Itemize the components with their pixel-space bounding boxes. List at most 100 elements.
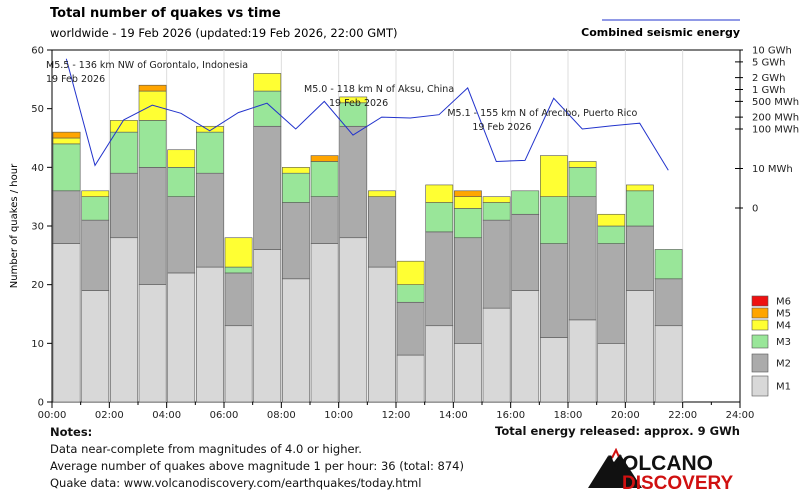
legend-swatch-M1 <box>751 375 769 397</box>
y-tick-label: 0 <box>38 398 44 409</box>
bar-M5-hour-3 <box>138 84 167 92</box>
bar-M2-hour-13 <box>425 231 454 327</box>
bar-M1-hour-14 <box>454 343 482 403</box>
bar-M2-hour-6 <box>224 272 253 327</box>
legend-swatch-M6 <box>751 295 769 307</box>
bar-M1-hour-7 <box>253 249 282 403</box>
bar-M2-hour-10 <box>339 125 368 239</box>
energy-axis-label: 0 <box>752 204 758 215</box>
annotation-label: M5.1 - 155 km N of Arecibo, Puerto Rico <box>447 108 637 119</box>
legend-label-M4: M4 <box>776 321 791 332</box>
x-tick-label: 08:00 <box>267 410 296 421</box>
eruption-icon <box>611 448 620 459</box>
legend-label-M6: M6 <box>776 297 791 308</box>
legend-label-M1: M1 <box>776 382 791 393</box>
bar-M5-hour-9 <box>310 155 339 162</box>
bar-M3-hour-13 <box>425 202 454 233</box>
x-tick-label: 22:00 <box>668 410 697 421</box>
bar-M2-hour-1 <box>81 219 110 291</box>
annotation-label: M5.0 - 118 km N of Aksu, China <box>304 84 454 95</box>
bar-M3-hour-4 <box>167 167 196 197</box>
x-tick-label: 02:00 <box>95 410 124 421</box>
legend-label-M3: M3 <box>776 337 791 348</box>
bar-M3-hour-1 <box>81 196 110 221</box>
notes-line-3: Quake data: www.volcanodiscovery.com/ear… <box>50 476 422 490</box>
notes: Notes: Data near-complete from magnitude… <box>50 424 464 492</box>
volcano-logo-icon <box>588 454 642 488</box>
bar-M4-hour-4 <box>167 149 196 168</box>
annotation-label: M5.5 - 136 km NW of Gorontalo, Indonesia <box>46 60 248 71</box>
bar-M3-hour-9 <box>310 161 339 197</box>
y-tick-label: 60 <box>31 46 44 57</box>
bar-M2-hour-0 <box>52 190 81 244</box>
bar-M4-hour-14 <box>454 196 482 209</box>
bar-M1-hour-8 <box>282 278 310 403</box>
bar-M4-hour-5 <box>196 125 224 133</box>
energy-axis-label: 10 GWh <box>752 46 792 57</box>
bar-M3-hour-15 <box>482 202 511 221</box>
bar-M1-hour-17 <box>540 337 568 403</box>
bar-M1-hour-21 <box>654 325 683 403</box>
bar-M2-hour-2 <box>110 172 138 239</box>
notes-line-2: Average number of quakes above magnitude… <box>50 459 464 473</box>
bar-M4-hour-11 <box>368 190 396 197</box>
y-tick-label: 10 <box>31 339 44 350</box>
x-tick-label: 12:00 <box>382 410 411 421</box>
x-tick-label: 04:00 <box>152 410 181 421</box>
bar-M4-hour-19 <box>597 213 626 227</box>
bar-M5-hour-0 <box>52 131 81 139</box>
bar-M3-hour-19 <box>597 225 626 244</box>
y-tick-label: 30 <box>31 222 44 233</box>
bar-M1-hour-4 <box>167 272 196 403</box>
energy-axis-label: 500 MWh <box>752 97 799 108</box>
annotation-label: 19 Feb 2026 <box>472 122 531 133</box>
bar-M2-hour-11 <box>368 196 396 268</box>
chart-subtitle: worldwide - 19 Feb 2026 (updated:19 Feb … <box>50 26 398 40</box>
x-tick-label: 06:00 <box>210 410 239 421</box>
bar-M1-hour-12 <box>396 354 425 403</box>
logo-word-discovery: DISCOVERY <box>622 473 734 492</box>
bar-M1-hour-13 <box>425 325 454 403</box>
bar-M2-hour-7 <box>253 125 282 250</box>
x-tick-label: 16:00 <box>496 410 525 421</box>
y-tick-label: 50 <box>31 104 44 115</box>
bar-M2-hour-12 <box>396 301 425 356</box>
bar-M3-hour-0 <box>52 143 81 192</box>
x-tick-label: 18:00 <box>554 410 583 421</box>
bar-M3-hour-21 <box>654 249 683 280</box>
bar-M2-hour-4 <box>167 196 196 274</box>
legend-swatch-M3 <box>751 334 769 349</box>
annotation-label: 19 Feb 2026 <box>46 74 105 85</box>
logo-word-volcano: VOLCANO <box>608 452 713 475</box>
chart-title: Total number of quakes vs time <box>50 6 281 21</box>
x-tick-label: 24:00 <box>726 410 755 421</box>
bar-M1-hour-19 <box>597 343 626 403</box>
bar-M3-hour-12 <box>396 284 425 303</box>
bar-M1-hour-3 <box>138 284 167 403</box>
bar-M3-hour-8 <box>282 172 310 203</box>
energy-axis-label: 2 GWh <box>752 73 786 84</box>
bar-M1-hour-18 <box>568 319 597 403</box>
bar-M3-hour-5 <box>196 131 224 174</box>
bar-M2-hour-9 <box>310 196 339 244</box>
bar-M2-hour-14 <box>454 237 482 344</box>
bar-M4-hour-17 <box>540 155 568 197</box>
bar-M2-hour-8 <box>282 202 310 280</box>
energy-total: Total energy released: approx. 9 GWh <box>495 424 740 438</box>
bar-M1-hour-10 <box>339 237 368 403</box>
bar-M3-hour-6 <box>224 266 253 274</box>
energy-line <box>65 58 669 171</box>
energy-legend-label: Combined seismic energy <box>581 26 740 39</box>
bar-M1-hour-16 <box>511 290 540 403</box>
bar-M3-hour-14 <box>454 208 482 239</box>
energy-axis-label: 1 GWh <box>752 85 786 96</box>
legend-label-M2: M2 <box>776 359 791 370</box>
energy-axis-label: 200 MWh <box>752 113 799 124</box>
bar-M2-hour-20 <box>626 225 654 291</box>
bar-M3-hour-20 <box>626 190 654 227</box>
bar-M4-hour-8 <box>282 167 310 174</box>
volcanodiscovery-logo: VOLCANO DISCOVERY <box>588 448 734 492</box>
legend-label-M5: M5 <box>776 309 791 320</box>
